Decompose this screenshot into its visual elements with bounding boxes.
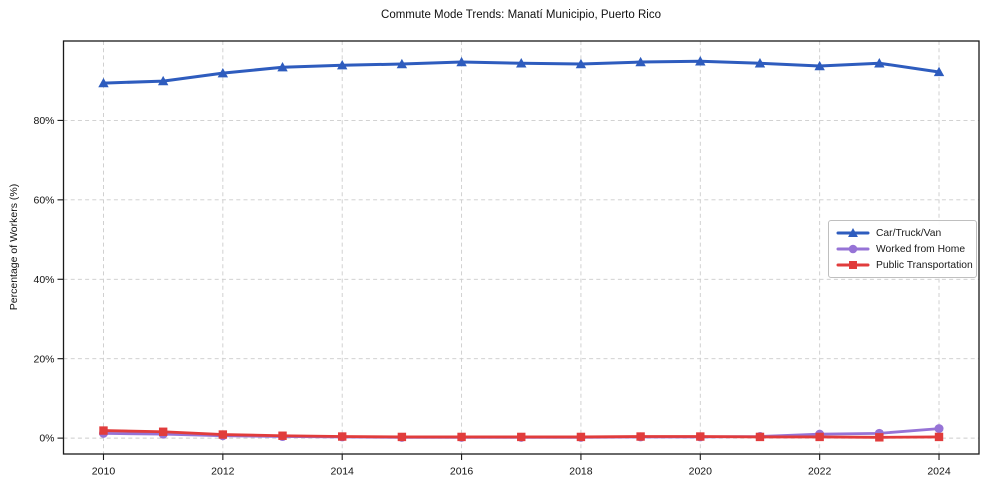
data-point-marker	[635, 56, 646, 67]
y-tick-label: 20%	[33, 353, 54, 365]
data-point-marker	[517, 432, 526, 442]
data-point-marker	[516, 58, 527, 68]
y-tick-label: 40%	[33, 274, 54, 286]
x-tick-label: 2022	[808, 466, 832, 478]
data-point-marker	[934, 424, 944, 434]
data-point-marker	[337, 60, 348, 70]
legend-triangle-marker-icon	[836, 228, 870, 237]
x-tick-label: 2024	[927, 466, 951, 478]
data-point-marker	[158, 427, 168, 436]
data-point-marker	[157, 75, 169, 86]
x-tick-label: 2010	[92, 466, 116, 478]
data-point-marker	[815, 432, 824, 442]
data-point-marker	[933, 66, 945, 77]
data-point-marker	[874, 58, 885, 68]
data-point-marker	[696, 432, 705, 441]
data-point-marker	[99, 426, 108, 435]
data-point-marker	[755, 432, 765, 442]
chart-title: Commute Mode Trends: Manatí Municipio, P…	[381, 9, 661, 21]
data-point-marker	[457, 432, 466, 442]
data-point-marker	[849, 261, 857, 269]
legend-item-public-transportation: Public Transportation	[836, 257, 973, 273]
data-point-marker	[217, 67, 229, 78]
data-point-marker	[338, 432, 347, 441]
legend-label: Public Transportation	[876, 259, 973, 271]
data-point-marker	[814, 60, 825, 71]
data-point-marker	[576, 432, 586, 442]
data-point-marker	[396, 58, 408, 69]
data-point-marker	[695, 56, 706, 66]
legend-square-marker-icon	[836, 261, 870, 269]
data-point-marker	[575, 58, 587, 69]
plot-border	[62, 40, 980, 455]
legend-label: Car/Truck/Van	[876, 227, 942, 239]
data-point-marker	[754, 58, 766, 68]
legend-item-worked-from-home: Worked from Home	[836, 241, 970, 257]
y-tick-label: 80%	[33, 115, 54, 127]
data-point-marker	[98, 77, 109, 88]
x-tick-label: 2020	[689, 466, 713, 478]
legend: Car/Truck/Van Worked from Home Public Tr…	[828, 220, 977, 278]
legend-item-car-truck-van: Car/Truck/Van	[836, 225, 970, 241]
y-tick-label: 0%	[39, 433, 54, 445]
data-point-marker	[456, 56, 467, 67]
data-point-marker	[278, 431, 287, 440]
legend-circle-marker-icon	[836, 244, 870, 254]
data-point-marker	[875, 433, 884, 442]
data-point-marker	[636, 432, 645, 441]
data-point-marker	[848, 228, 858, 237]
x-tick-label: 2012	[211, 466, 235, 478]
data-point-marker	[934, 432, 944, 442]
data-point-marker	[218, 430, 228, 439]
data-point-marker	[397, 432, 407, 442]
legend-label: Worked from Home	[876, 243, 966, 255]
data-point-marker	[277, 62, 288, 72]
x-tick-label: 2016	[450, 466, 474, 478]
x-tick-label: 2018	[569, 466, 593, 478]
y-tick-label: 60%	[33, 194, 54, 206]
x-tick-label: 2014	[331, 466, 355, 478]
data-point-marker	[848, 244, 858, 254]
